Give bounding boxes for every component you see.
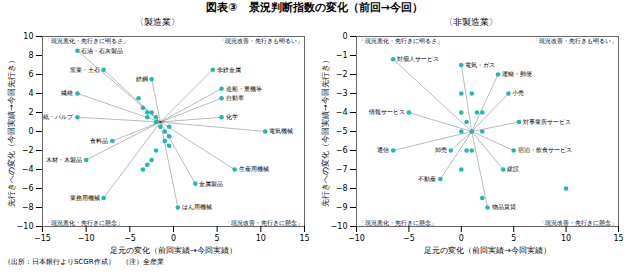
svg-text:2: 2	[28, 108, 33, 117]
svg-text:15: 15	[299, 234, 309, 243]
svg-text:10: 10	[23, 32, 33, 41]
svg-text:業務用機械: 業務用機械	[70, 194, 100, 201]
svg-text:−4: −4	[336, 108, 348, 117]
svg-text:造船・重機等: 造船・重機等	[226, 85, 262, 92]
svg-text:−9: −9	[336, 203, 348, 212]
svg-text:対個人サービス: 対個人サービス	[397, 55, 439, 62]
svg-text:「現況改善・先行きに懸念」: 「現況改善・先行きに懸念」	[539, 219, 617, 227]
svg-text:−10: −10	[348, 234, 365, 243]
svg-text:はん用機械: はん用機械	[182, 203, 212, 210]
svg-text:−3: −3	[336, 89, 348, 98]
svg-text:8: 8	[28, 51, 33, 60]
svg-text:非鉄金属: 非鉄金属	[217, 66, 241, 73]
svg-text:10: 10	[561, 234, 571, 243]
svg-text:石油・石灰製品: 石油・石灰製品	[81, 47, 123, 54]
svg-text:小売: 小売	[512, 89, 524, 96]
svg-text:−10: −10	[331, 222, 348, 231]
svg-text:運輸・郵便: 運輸・郵便	[502, 70, 532, 77]
svg-text:「現況改善・先行きも明るい」: 「現況改善・先行きも明るい」	[533, 37, 617, 45]
svg-text:「現況悪化・先行きに懸念」: 「現況悪化・先行きに懸念」	[359, 219, 437, 227]
svg-text:4: 4	[28, 89, 33, 98]
svg-text:木材・木製品: 木材・木製品	[46, 156, 82, 163]
svg-text:−6: −6	[336, 146, 348, 155]
svg-text:15: 15	[613, 234, 623, 243]
svg-text:6: 6	[28, 70, 33, 79]
svg-text:窯業・土石: 窯業・土石	[70, 66, 100, 73]
html-text:〈非製造業〉: 〈非製造業〉	[444, 17, 498, 27]
svg-text:10: 10	[256, 234, 266, 243]
svg-text:−8: −8	[22, 203, 34, 212]
svg-text:−10: −10	[17, 222, 34, 231]
svg-text:−2: −2	[336, 70, 348, 79]
svg-text:物品賃貸: 物品賃貸	[492, 203, 516, 211]
svg-text:5: 5	[215, 234, 220, 243]
svg-text:0: 0	[459, 234, 464, 243]
svg-text:−10: −10	[78, 234, 95, 243]
svg-text:不動産: 不動産	[418, 175, 436, 182]
svg-text:先行きへの変化（今回実績→今回先行き）: 先行きへの変化（今回実績→今回先行き）	[321, 56, 330, 207]
svg-text:対事業所サービス: 対事業所サービス	[523, 118, 571, 125]
svg-text:「現況悪化・先行きに懸念」: 「現況悪化・先行きに懸念」	[45, 219, 123, 227]
svg-text:先行きへの変化（今回実績→今回先行き）: 先行きへの変化（今回実績→今回先行き）	[7, 56, 16, 207]
svg-text:−7: −7	[336, 165, 348, 174]
html-text:（出所：日本銀行よりSCGR作成） （注）全産業: （出所：日本銀行よりSCGR作成） （注）全産業	[4, 258, 164, 266]
svg-text:0: 0	[342, 32, 347, 41]
svg-text:足元の変化（前回実績→今回実績）: 足元の変化（前回実績→今回実績）	[424, 246, 551, 255]
svg-text:「現況悪化・先行きに明るさ」: 「現況悪化・先行きに明るさ」	[359, 37, 443, 45]
svg-text:「現況改善・先行きに懸念」: 「現況改善・先行きに懸念」	[225, 219, 303, 227]
svg-text:宿泊・飲食サービス: 宿泊・飲食サービス	[518, 146, 572, 153]
svg-text:電気機械: 電気機械	[269, 127, 293, 134]
html-text:〈製造業〉: 〈製造業〉	[134, 17, 180, 27]
svg-text:−5: −5	[124, 234, 136, 243]
svg-text:足元の変化（前回実績→今回実績）: 足元の変化（前回実績→今回実績）	[110, 246, 237, 255]
svg-text:化学: 化学	[226, 113, 238, 120]
svg-text:−8: −8	[336, 184, 348, 193]
svg-text:繊維: 繊維	[60, 89, 73, 96]
svg-text:電気・ガス: 電気・ガス	[465, 61, 495, 68]
svg-text:5: 5	[511, 234, 516, 243]
svg-text:−15: −15	[34, 234, 51, 243]
svg-text:「現況悪化・先行きに明るさ」: 「現況悪化・先行きに明るさ」	[45, 37, 129, 45]
svg-text:「現況改善・先行きも明るい」: 「現況改善・先行きも明るい」	[219, 37, 303, 45]
svg-text:−6: −6	[22, 184, 34, 193]
svg-text:鉄鋼: 鉄鋼	[136, 75, 148, 82]
svg-text:生産用機械: 生産用機械	[239, 165, 269, 172]
svg-text:−2: −2	[22, 146, 34, 155]
svg-text:紙・パルプ: 紙・パルプ	[43, 113, 74, 120]
svg-text:−4: −4	[22, 165, 34, 174]
svg-text:−5: −5	[403, 234, 415, 243]
svg-text:−5: −5	[336, 127, 348, 136]
svg-text:卸売: 卸売	[435, 146, 447, 153]
svg-text:建設: 建設	[506, 165, 519, 172]
svg-text:0: 0	[28, 127, 33, 136]
svg-text:通信: 通信	[377, 146, 389, 153]
svg-text:0: 0	[171, 234, 176, 243]
svg-text:食料品: 食料品	[90, 137, 108, 144]
html-text:図表③ 景況判断指数の変化（前回→今回）: 図表③ 景況判断指数の変化（前回→今回）	[206, 1, 423, 14]
svg-text:−1: −1	[336, 51, 348, 60]
svg-text:金属製品: 金属製品	[199, 180, 223, 187]
svg-text:自動車: 自動車	[226, 94, 244, 101]
svg-text:情報サービス: 情報サービス	[368, 108, 405, 115]
